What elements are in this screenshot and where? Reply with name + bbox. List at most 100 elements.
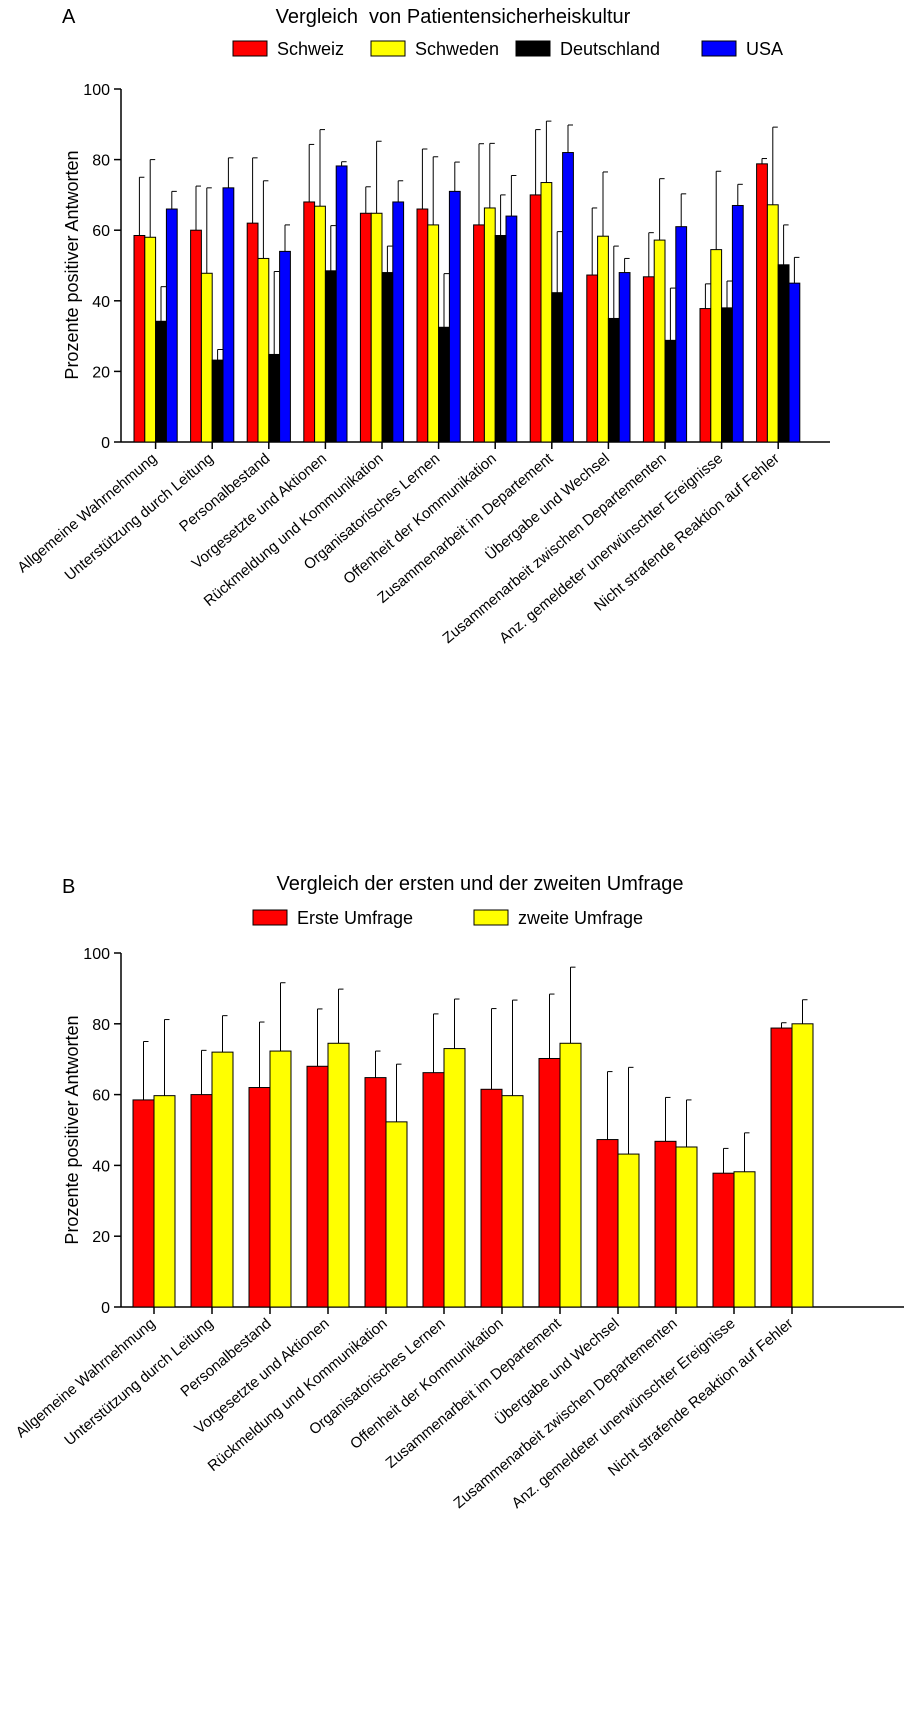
bar-usa-personalbestand <box>279 250 291 443</box>
bar-deutschland-anz-gemeldeter-unerwunschter-ereignisse <box>721 307 733 443</box>
bar-schweden-offenheit-der-kommunikation <box>483 207 496 443</box>
bar-deutschland-organisatorisches-lernen <box>438 326 450 443</box>
y-tick-label: 80 <box>92 153 110 170</box>
bar-schweden-zusammenarbeit-im-departement <box>540 182 553 443</box>
legend-swatch-schweden <box>370 40 406 57</box>
y-tick-label: 60 <box>92 223 110 240</box>
bar-usa-nicht-strafende-reaktion-auf-fehler <box>788 282 801 443</box>
bar-erste-umfrage-zusammenarbeit-zwischen-departementen <box>654 1140 677 1308</box>
bar-erste-umfrage-allgemeine-wahrnehmung <box>132 1099 155 1308</box>
bar-erste-umfrage-unterstutzung-durch-leitung <box>190 1094 213 1308</box>
y-tick-label: 40 <box>92 294 110 311</box>
chart-title-a: Vergleich von Patientensicherheiskultur <box>275 6 631 28</box>
bar-schweden-zusammenarbeit-zwischen-departementen <box>653 239 666 443</box>
bar-usa-unterstutzung-durch-leitung <box>222 187 235 443</box>
bar-schweden-ruckmeldung-und-kommunikation <box>370 212 383 443</box>
bar-deutschland-zusammenarbeit-im-departement <box>551 292 564 443</box>
bar-schweden-organisatorisches-lernen <box>427 224 440 443</box>
bar-schweden-vorgesetzte-und-aktionen <box>314 205 326 443</box>
bar-erste-umfrage-zusammenarbeit-im-departement <box>538 1057 561 1308</box>
bar-zweite-umfrage-zusammenarbeit-zwischen-departementen <box>675 1146 698 1308</box>
bar-zweite-umfrage-ubergabe-und-wechsel <box>617 1153 640 1308</box>
y-axis-label: Prozente positiver Antworten <box>62 1015 82 1244</box>
bar-deutschland-vorgesetzte-und-aktionen <box>324 270 337 443</box>
bar-zweite-umfrage-organisatorisches-lernen <box>443 1048 466 1308</box>
chart-a: Schweiz Schweden Deutschland USA 0 20 40 60 80 10… <box>14 39 830 647</box>
legend-swatch-erste-umfrage <box>252 909 288 926</box>
legend-swatch-zweite-umfrage <box>473 909 509 926</box>
legend-label-schweiz: Schweiz <box>277 39 344 59</box>
bar-usa-ubergabe-und-wechsel <box>618 272 631 443</box>
bar-erste-umfrage-personalbestand <box>248 1087 271 1308</box>
legend-label-erste-umfrage: Erste Umfrage <box>297 908 413 928</box>
chart-title-b: Vergleich der ersten und der zweiten Umf… <box>276 873 684 895</box>
bar-schweiz-zusammenarbeit-im-departement <box>529 194 542 443</box>
bar-deutschland-ruckmeldung-und-kommunikation <box>381 272 394 443</box>
bar-zweite-umfrage-nicht-strafende-reaktion-auf-fehler <box>791 1023 814 1308</box>
panel-label-a: A <box>62 6 76 28</box>
panel-label-b: B <box>62 876 76 898</box>
bar-zweite-umfrage-anz-gemeldeter-unerwunschter-ereignisse <box>733 1171 756 1308</box>
bar-zweite-umfrage-allgemeine-wahrnehmung <box>153 1095 176 1308</box>
bar-schweiz-organisatorisches-lernen <box>416 208 429 443</box>
y-tick-label: 100 <box>83 82 110 99</box>
bar-schweiz-allgemeine-wahrnehmung <box>133 234 146 443</box>
bar-zweite-umfrage-vorgesetzte-und-aktionen <box>327 1042 350 1308</box>
bar-usa-organisatorisches-lernen <box>448 190 461 443</box>
bar-schweiz-nicht-strafende-reaktion-auf-fehler <box>756 163 768 443</box>
y-tick-label: 0 <box>101 1300 110 1317</box>
bar-schweiz-unterstutzung-durch-leitung <box>190 229 202 443</box>
bar-usa-vorgesetzte-und-aktionen <box>335 165 348 443</box>
bar-zweite-umfrage-personalbestand <box>269 1050 292 1308</box>
y-tick-label: 20 <box>92 364 110 381</box>
legend-label-zweite-umfrage: zweite Umfrage <box>518 908 643 928</box>
y-tick-label: 40 <box>92 1158 110 1175</box>
bar-schweiz-anz-gemeldeter-unerwunschter-ereignisse <box>699 308 712 443</box>
bar-zweite-umfrage-ruckmeldung-und-kommunikation <box>385 1121 408 1308</box>
bar-usa-allgemeine-wahrnehmung <box>165 208 178 443</box>
legend-swatch-usa <box>701 40 737 57</box>
bar-erste-umfrage-offenheit-der-kommunikation <box>480 1088 503 1308</box>
bar-schweiz-ruckmeldung-und-kommunikation <box>359 212 372 443</box>
bar-usa-offenheit-der-kommunikation <box>505 215 518 443</box>
bar-schweiz-vorgesetzte-und-aktionen <box>303 201 316 443</box>
bar-schweden-nicht-strafende-reaktion-auf-fehler <box>766 204 779 443</box>
legend-swatch-deutschland <box>515 40 551 57</box>
bar-erste-umfrage-nicht-strafende-reaktion-auf-fehler <box>770 1027 793 1308</box>
y-tick-label: 0 <box>101 435 110 452</box>
bar-deutschland-nicht-strafende-reaktion-auf-fehler <box>777 264 790 443</box>
bar-erste-umfrage-organisatorisches-lernen <box>422 1072 445 1308</box>
bar-usa-anz-gemeldeter-unerwunschter-ereignisse <box>731 204 744 443</box>
bar-schweiz-personalbestand <box>246 222 259 443</box>
legend-label-schweden: Schweden <box>415 39 499 59</box>
bar-erste-umfrage-ruckmeldung-und-kommunikation <box>364 1077 387 1308</box>
bar-zweite-umfrage-offenheit-der-kommunikation <box>501 1095 524 1308</box>
y-tick-label: 20 <box>92 1229 110 1246</box>
legend-label-deutschland: Deutschland <box>560 39 660 59</box>
bar-erste-umfrage-vorgesetzte-und-aktionen <box>306 1065 329 1308</box>
bar-deutschland-unterstutzung-durch-leitung <box>211 359 224 443</box>
bar-schweiz-zusammenarbeit-zwischen-departementen <box>642 276 655 443</box>
legend-label-usa: USA <box>746 39 783 59</box>
bar-schweden-anz-gemeldeter-unerwunschter-ereignisse <box>710 249 723 443</box>
bar-deutschland-allgemeine-wahrnehmung <box>155 320 167 443</box>
y-tick-label: 60 <box>92 1088 110 1105</box>
chart-b: Erste Umfrage zweite Umfrage 0 20 40 60 80 100 P… <box>13 908 904 1512</box>
bar-usa-ruckmeldung-und-kommunikation <box>392 201 405 443</box>
bar-schweiz-offenheit-der-kommunikation <box>473 224 485 443</box>
bar-zweite-umfrage-unterstutzung-durch-leitung <box>211 1051 234 1308</box>
bar-deutschland-zusammenarbeit-zwischen-departementen <box>664 339 677 443</box>
bar-usa-zusammenarbeit-im-departement <box>562 152 574 443</box>
bar-schweden-allgemeine-wahrnehmung <box>144 236 157 443</box>
bar-schweden-personalbestand <box>257 257 270 443</box>
bar-deutschland-offenheit-der-kommunikation <box>494 234 507 443</box>
bar-usa-zusammenarbeit-zwischen-departementen <box>675 226 688 443</box>
bar-schweden-ubergabe-und-wechsel <box>597 235 609 443</box>
y-tick-label: 100 <box>83 946 110 963</box>
bar-schweiz-ubergabe-und-wechsel <box>586 274 599 443</box>
bar-schweden-unterstutzung-durch-leitung <box>200 272 213 443</box>
bar-erste-umfrage-anz-gemeldeter-unerwunschter-ereignisse <box>712 1172 735 1308</box>
y-axis-label: Prozente positiver Antworten <box>62 150 82 379</box>
y-tick-label: 80 <box>92 1017 110 1034</box>
bar-deutschland-personalbestand <box>268 353 281 443</box>
